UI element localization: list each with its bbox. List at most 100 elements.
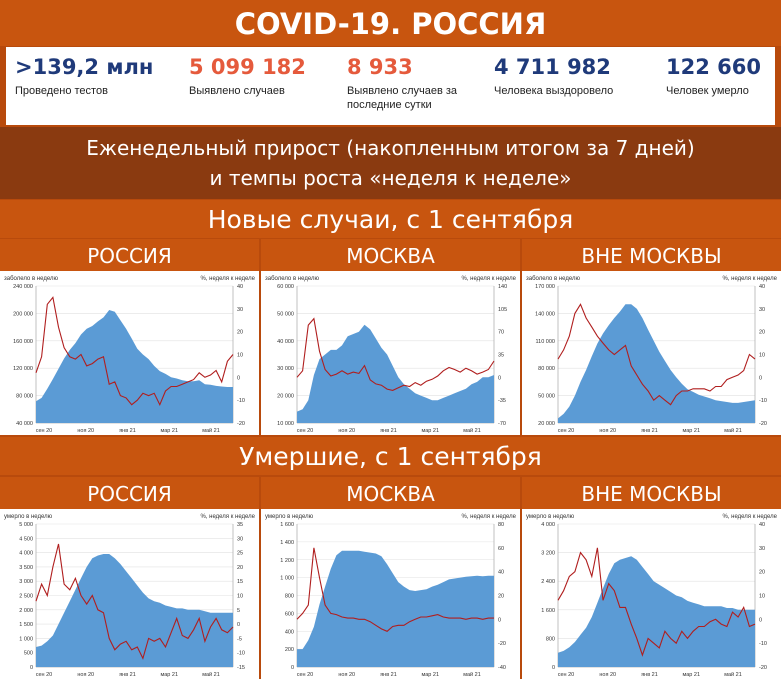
- x-tick-label: май 21: [202, 671, 220, 678]
- y2-tick-label: -10: [759, 641, 767, 647]
- stat-cases-day: 8 933 Выявлено случаев за последние сутк…: [347, 53, 467, 112]
- panel-title: РОССИЯ: [0, 477, 259, 509]
- y2-tick-label: 25: [237, 551, 243, 557]
- y2-tick-label: 30: [237, 536, 243, 542]
- x-tick-label: ноя 20: [338, 428, 355, 434]
- y2-tick-label: -10: [237, 651, 245, 657]
- y-tick-label: 20 000: [538, 421, 555, 427]
- x-tick-label: ноя 20: [77, 428, 94, 434]
- panel-cases-russia: РОССИЯ заболело в неделю %, неделя к неде…: [0, 239, 259, 435]
- chart-svg: умерло в неделю %, неделя к неделе 4 000 3 …: [526, 514, 778, 678]
- weekly-area-series: [558, 304, 755, 423]
- y2-tick-label: 10: [759, 594, 765, 600]
- x-tick-label: мар 21: [160, 672, 178, 678]
- x-tick-label: сен 20: [36, 428, 53, 434]
- stat-value: 4 711 982: [494, 55, 611, 79]
- weekly-area-series: [558, 556, 755, 667]
- stat-value: >139,2 млн: [15, 55, 154, 79]
- page-title: COVID-19. РОССИЯ: [0, 0, 781, 46]
- y2-tick-label: 30: [237, 307, 243, 313]
- subtitle-band: Еженедельный прирост (накопленным итогом…: [0, 127, 781, 199]
- panel-cases-outside-moscow: ВНЕ МОСКВЫ заболело в неделю %, неделя к …: [522, 239, 781, 435]
- chart-svg: умерло в неделю %, неделя к неделе 1 600 1 …: [265, 514, 517, 678]
- x-tick-label: сен 20: [558, 672, 575, 678]
- x-tick-label: ноя 20: [77, 672, 94, 678]
- stat-label: Человек умерло: [666, 85, 749, 97]
- y2-tick-label: 35: [498, 353, 504, 359]
- left-axis-title: заболело в неделю: [4, 276, 58, 282]
- y-tick-label: 0: [291, 665, 294, 671]
- y-tick-label: 4 000: [541, 522, 555, 528]
- left-axis-title: умерло в неделю: [265, 514, 314, 520]
- x-tick-label: янв 21: [119, 672, 136, 678]
- x-tick-label: ноя 20: [599, 428, 616, 434]
- right-axis-title: %, неделя к неделе: [200, 276, 255, 282]
- y2-tick-label: 0: [237, 375, 240, 381]
- y2-tick-label: -40: [498, 665, 506, 671]
- y-tick-label: 140 000: [535, 311, 555, 317]
- y-tick-label: 160 000: [13, 339, 33, 345]
- y2-tick-label: -35: [498, 398, 506, 404]
- y-tick-label: 800: [285, 594, 294, 600]
- x-tick-label: янв 21: [380, 428, 397, 434]
- x-tick-label: май 21: [724, 671, 742, 678]
- weekly-area-series: [297, 550, 494, 667]
- y2-tick-label: 40: [237, 284, 243, 290]
- weekly-area-series: [297, 324, 494, 423]
- x-tick-label: май 21: [724, 427, 742, 434]
- y-tick-label: 2 000: [19, 608, 33, 614]
- chart-cases-russia: заболело в неделю %, неделя к неделе 240 0…: [0, 272, 259, 440]
- y2-tick-label: 80: [498, 522, 504, 528]
- chart-cases-outside-moscow: заболело в неделю %, неделя к неделе 170 0…: [522, 272, 781, 440]
- growth-line-series: [557, 547, 756, 657]
- panel-title: МОСКВА: [261, 477, 520, 509]
- y-tick-label: 3 200: [541, 551, 555, 557]
- chart-svg: умерло в неделю %, неделя к неделе 5 000 4 …: [4, 514, 256, 678]
- growth-line-series: [35, 296, 234, 407]
- stat-value: 122 660: [666, 55, 761, 79]
- y2-tick-label: 20: [759, 570, 765, 576]
- y2-tick-label: 30: [759, 307, 765, 313]
- y2-tick-label: 20: [237, 330, 243, 336]
- y2-tick-label: 0: [759, 375, 762, 381]
- y2-tick-label: -10: [759, 398, 767, 404]
- y-tick-label: 1 500: [19, 622, 33, 628]
- stat-label: Человека выздоровело: [494, 85, 614, 97]
- x-tick-label: сен 20: [297, 672, 314, 678]
- x-tick-label: мар 21: [682, 428, 700, 434]
- y2-tick-label: -70: [498, 421, 506, 427]
- y2-tick-label: 20: [498, 594, 504, 600]
- left-axis-title: заболело в неделю: [526, 276, 580, 282]
- y-tick-label: 20 000: [277, 394, 294, 400]
- y-tick-label: 1 000: [19, 636, 33, 642]
- weekly-area-series: [36, 554, 233, 667]
- right-axis-title: %, неделя к неделе: [461, 514, 516, 520]
- y-tick-label: 3 000: [19, 579, 33, 585]
- y-tick-label: 60 000: [277, 284, 294, 290]
- y-tick-label: 200 000: [13, 311, 33, 317]
- left-axis-title: умерло в неделю: [4, 514, 53, 520]
- panel-deaths-outside-moscow: ВНЕ МОСКВЫ умерло в неделю %, неделя к не…: [522, 477, 781, 679]
- y-tick-label: 3 500: [19, 565, 33, 571]
- y-tick-label: 0: [30, 665, 33, 671]
- chart-deaths-outside-moscow: умерло в неделю %, неделя к неделе 4 000 3 …: [522, 510, 781, 679]
- y2-tick-label: 20: [237, 565, 243, 571]
- panel-title: ВНЕ МОСКВЫ: [522, 477, 781, 509]
- y-tick-label: 4 500: [19, 536, 33, 542]
- y-tick-label: 120 000: [13, 366, 33, 372]
- stat-value: 8 933: [347, 55, 413, 79]
- y2-tick-label: -20: [759, 421, 767, 427]
- subtitle-line-2: и темпы роста «неделя к неделе»: [209, 166, 572, 190]
- panel-title: ВНЕ МОСКВЫ: [522, 239, 781, 271]
- panel-deaths-moscow: МОСКВА умерло в неделю %, неделя к неделе…: [261, 477, 520, 679]
- y-tick-label: 110 000: [536, 339, 555, 345]
- y2-tick-label: 60: [498, 546, 504, 552]
- y-tick-label: 40 000: [16, 421, 33, 427]
- y-tick-label: 50 000: [277, 311, 294, 317]
- x-tick-label: сен 20: [36, 672, 53, 678]
- y2-tick-label: 35: [237, 522, 243, 528]
- growth-line-series: [35, 543, 234, 660]
- chart-svg: заболело в неделю %, неделя к неделе 60 00…: [265, 276, 517, 434]
- y2-tick-label: 40: [759, 522, 765, 528]
- subtitle-line-1: Еженедельный прирост (накопленным итогом…: [86, 136, 695, 160]
